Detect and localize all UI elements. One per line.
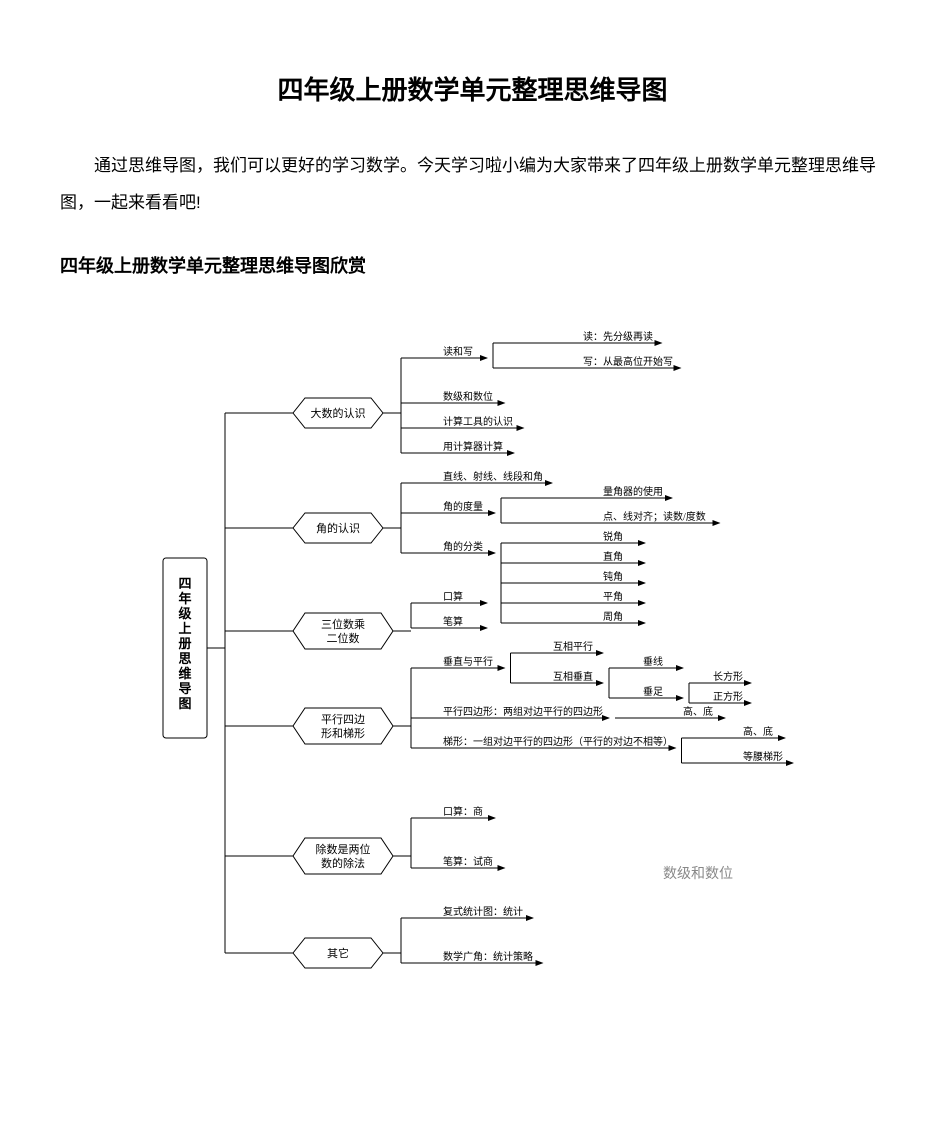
svg-text:复式统计图：统计: 复式统计图：统计 [443, 905, 523, 918]
svg-text:笔算: 笔算 [443, 615, 463, 628]
svg-text:量角器的使用: 量角器的使用 [603, 485, 663, 498]
svg-text:平角: 平角 [603, 591, 623, 603]
svg-text:周角: 周角 [603, 611, 623, 623]
svg-text:数级和数位: 数级和数位 [663, 866, 733, 882]
svg-text:读和写: 读和写 [443, 345, 473, 358]
svg-text:册: 册 [178, 636, 191, 651]
svg-text:维: 维 [178, 666, 191, 681]
svg-text:梯形：一组对边平行的四边形（平行的对边不相等）: 梯形：一组对边平行的四边形（平行的对边不相等） [443, 735, 673, 748]
svg-text:上: 上 [178, 621, 191, 636]
svg-text:其它: 其它 [327, 946, 349, 960]
svg-text:角的度量: 角的度量 [443, 500, 483, 513]
svg-text:直线、射线、线段和角: 直线、射线、线段和角 [443, 470, 543, 483]
svg-text:等腰梯形: 等腰梯形 [743, 750, 783, 763]
svg-text:直角: 直角 [603, 550, 623, 563]
svg-text:年: 年 [178, 591, 191, 606]
svg-text:笔算：试商: 笔算：试商 [443, 855, 493, 868]
svg-text:二位数: 二位数 [326, 631, 359, 645]
svg-text:四: 四 [178, 576, 191, 591]
intro-paragraph: 通过思维导图，我们可以更好的学习数学。今天学习啦小编为大家带来了四年级上册数学单… [60, 147, 885, 222]
svg-text:垂直与平行: 垂直与平行 [443, 655, 493, 668]
svg-text:锐角: 锐角 [603, 530, 623, 543]
svg-text:正方形: 正方形 [713, 690, 743, 703]
svg-text:垂线: 垂线 [643, 655, 663, 668]
svg-text:口算: 口算 [443, 590, 463, 603]
svg-text:计算工具的认识: 计算工具的认识 [443, 415, 513, 428]
svg-text:口算：商: 口算：商 [443, 805, 483, 818]
page-title: 四年级上册数学单元整理思维导图 [60, 70, 885, 107]
mindmap-diagram: 四年级上册思维导图大数的认识读和写读：先分级再读写：从最高位开始写数级和数位计算… [60, 308, 885, 988]
svg-text:互相平行: 互相平行 [553, 640, 593, 653]
svg-text:数的除法: 数的除法 [321, 856, 365, 870]
svg-text:长方形: 长方形 [713, 670, 743, 683]
section-title: 四年级上册数学单元整理思维导图欣赏 [60, 252, 885, 278]
svg-text:高、底: 高、底 [743, 725, 773, 738]
svg-text:读：先分级再读: 读：先分级再读 [583, 330, 653, 343]
svg-text:图: 图 [178, 696, 191, 711]
svg-text:写：从最高位开始写: 写：从最高位开始写 [583, 355, 673, 368]
svg-text:形和梯形: 形和梯形 [321, 727, 365, 740]
svg-text:垂足: 垂足 [643, 686, 663, 698]
svg-text:互相垂直: 互相垂直 [553, 670, 593, 683]
svg-text:除数是两位: 除数是两位 [315, 842, 370, 856]
svg-text:平行四边形：两组对边平行的四边形: 平行四边形：两组对边平行的四边形 [443, 705, 603, 718]
svg-text:钝角: 钝角 [603, 570, 623, 583]
svg-text:导: 导 [178, 681, 191, 696]
mindmap-svg: 四年级上册思维导图大数的认识读和写读：先分级再读写：从最高位开始写数级和数位计算… [123, 308, 823, 988]
svg-text:大数的认识: 大数的认识 [310, 406, 365, 420]
svg-text:高、底: 高、底 [683, 705, 713, 718]
svg-text:平行四边: 平行四边 [321, 713, 365, 726]
svg-text:角的分类: 角的分类 [443, 540, 483, 553]
svg-text:思: 思 [178, 651, 191, 666]
svg-text:级: 级 [178, 606, 192, 621]
svg-text:三位数乘: 三位数乘 [321, 617, 365, 631]
svg-text:角的认识: 角的认识 [316, 521, 360, 535]
svg-text:点、线对齐；读数/度数: 点、线对齐；读数/度数 [603, 510, 706, 523]
svg-text:数学广角：统计策略: 数学广角：统计策略 [443, 950, 533, 963]
svg-text:用计算器计算: 用计算器计算 [443, 440, 503, 453]
svg-text:数级和数位: 数级和数位 [443, 390, 493, 403]
